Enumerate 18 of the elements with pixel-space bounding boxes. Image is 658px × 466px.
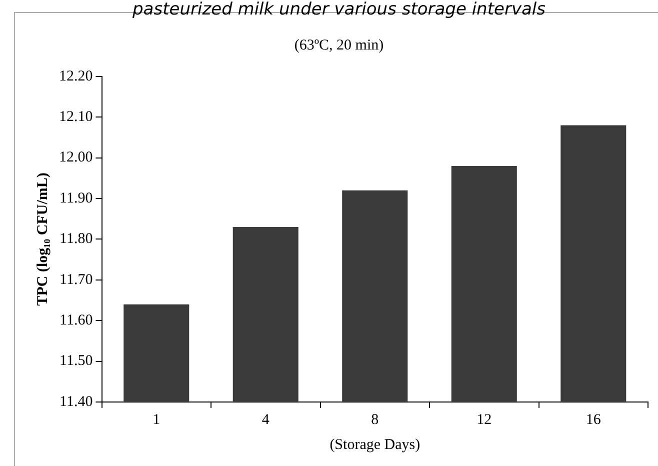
y-tick-label: 11.80	[60, 231, 93, 248]
y-tick-label: 12.20	[59, 68, 93, 84]
y-tick-label: 11.90	[60, 190, 93, 206]
y-tick-label: 11.60	[60, 312, 93, 329]
x-axis-title: (Storage Days)	[330, 436, 420, 453]
chart-subtitle: (63ºC, 20 min)	[294, 37, 384, 54]
y-tick-label: 12.00	[59, 150, 93, 166]
y-tick-label: 11.70	[60, 272, 93, 288]
x-tick-label: 8	[371, 412, 379, 428]
x-tick-label: 4	[262, 412, 270, 428]
y-axis-title: TPC (log₁₀ CFU/mL)	[34, 172, 51, 306]
y-tick-label: 12.10	[59, 109, 93, 126]
y-tick-label: 11.40	[60, 394, 93, 410]
x-tick-label: 1	[152, 412, 160, 428]
chart-title: pasteurized milk under various storage intervals	[132, 0, 546, 20]
y-tick-label: 11.50	[60, 353, 93, 370]
x-tick-label: 16	[586, 412, 602, 428]
x-tick-label: 12	[476, 412, 492, 428]
